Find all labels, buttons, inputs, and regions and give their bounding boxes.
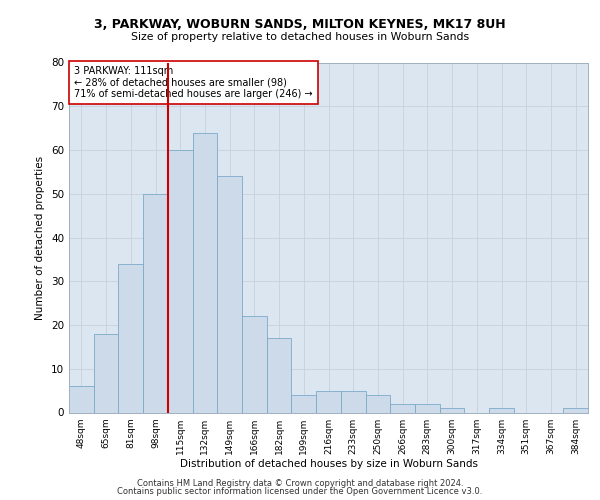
Bar — [94, 334, 118, 412]
Bar — [193, 132, 217, 412]
X-axis label: Distribution of detached houses by size in Woburn Sands: Distribution of detached houses by size … — [179, 460, 478, 469]
Bar — [563, 408, 588, 412]
Bar — [489, 408, 514, 412]
Text: Contains HM Land Registry data © Crown copyright and database right 2024.: Contains HM Land Registry data © Crown c… — [137, 478, 463, 488]
Bar — [415, 404, 440, 412]
Text: 3, PARKWAY, WOBURN SANDS, MILTON KEYNES, MK17 8UH: 3, PARKWAY, WOBURN SANDS, MILTON KEYNES,… — [94, 18, 506, 30]
Bar — [217, 176, 242, 412]
Bar — [118, 264, 143, 412]
Bar — [242, 316, 267, 412]
Text: Contains public sector information licensed under the Open Government Licence v3: Contains public sector information licen… — [118, 487, 482, 496]
Bar — [69, 386, 94, 412]
Bar — [267, 338, 292, 412]
Bar — [341, 390, 365, 412]
Bar — [390, 404, 415, 412]
Text: 3 PARKWAY: 111sqm
← 28% of detached houses are smaller (98)
71% of semi-detached: 3 PARKWAY: 111sqm ← 28% of detached hous… — [74, 66, 313, 99]
Bar — [365, 395, 390, 412]
Bar — [316, 390, 341, 412]
Bar — [440, 408, 464, 412]
Bar — [143, 194, 168, 412]
Y-axis label: Number of detached properties: Number of detached properties — [35, 156, 46, 320]
Text: Size of property relative to detached houses in Woburn Sands: Size of property relative to detached ho… — [131, 32, 469, 42]
Bar — [292, 395, 316, 412]
Bar — [168, 150, 193, 412]
